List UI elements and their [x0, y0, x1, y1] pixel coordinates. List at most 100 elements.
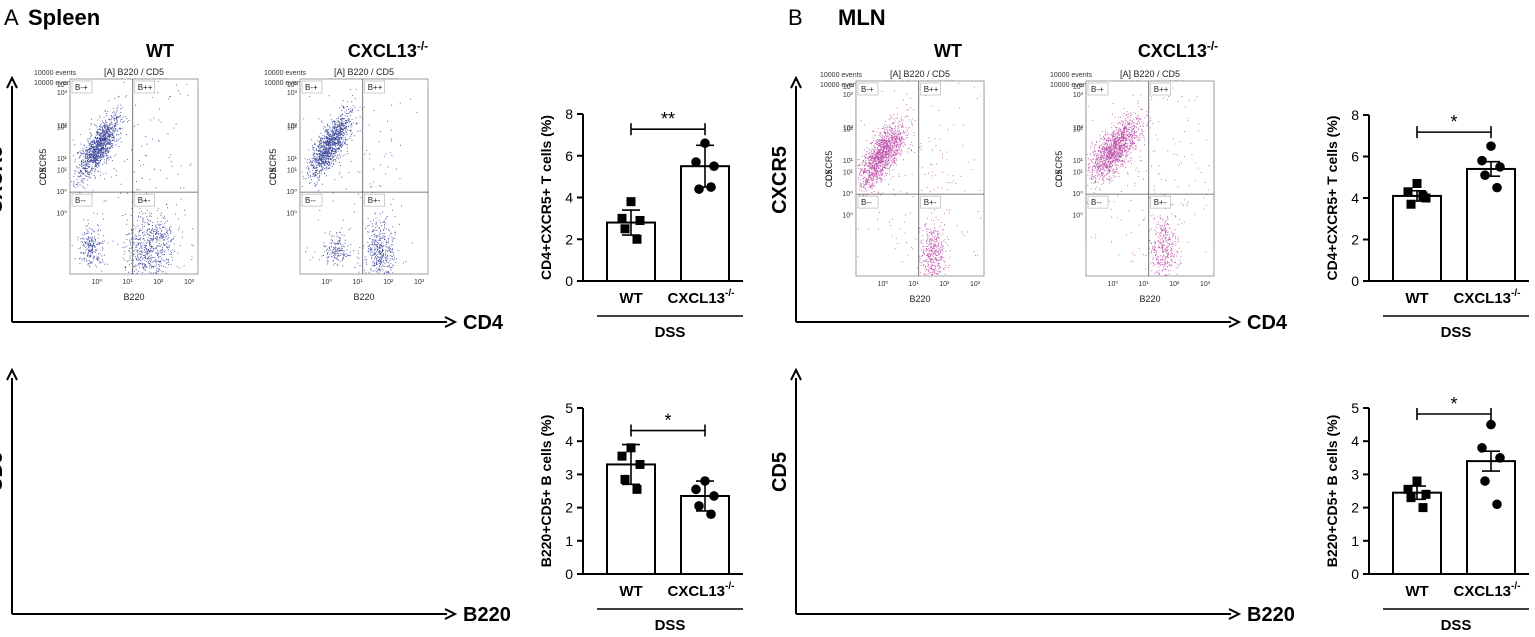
bar-ko	[1466, 460, 1516, 575]
bar-category-label: CXCL13-/-	[1454, 288, 1521, 307]
quadrant-label: B+-	[924, 198, 937, 207]
x-tick-label: 10³	[1200, 281, 1211, 288]
big-x-axis-arrow	[1228, 316, 1242, 328]
bar-y-tick-label: 0	[1351, 273, 1359, 289]
bar-category-label: WT	[1405, 583, 1428, 600]
y-tick-label: 10²	[1073, 125, 1084, 132]
x-tick-label: 10⁰	[322, 278, 333, 286]
label-main: WT	[619, 290, 642, 307]
column-label-ko: CXCL13-/-	[1138, 39, 1218, 61]
data-point-square	[617, 213, 627, 223]
y-tick-label: 10³	[287, 90, 298, 97]
quadrant-label: B++	[1154, 85, 1169, 94]
data-point-circle	[1492, 182, 1502, 193]
y-tick-label: 10²	[287, 125, 298, 132]
y-tick-label: 10¹	[287, 156, 298, 163]
data-point-square	[626, 443, 636, 453]
significance-stars: *	[1450, 112, 1457, 132]
bar-y-tick-label: 2	[1351, 500, 1359, 516]
label-superscript: -/-	[417, 39, 428, 53]
big-x-axis-label: CD4	[463, 312, 504, 334]
bar-category-label: CXCL13-/-	[668, 288, 735, 307]
flow-dots	[301, 88, 418, 274]
data-point-circle	[1492, 499, 1502, 510]
events-label: 10000 events	[264, 80, 307, 87]
x-tick-label: 10²	[153, 279, 164, 286]
x-tick-label: 10¹	[1139, 281, 1150, 288]
quadrant-label: B++	[924, 85, 939, 94]
events-label: 10000 events	[1050, 72, 1093, 79]
quadrant-label-box	[301, 193, 323, 207]
quadrant-label-box	[920, 82, 942, 96]
flow-plot-title: [A] B220 / CD5	[1120, 69, 1180, 79]
quadrant-label: B-+	[1091, 85, 1104, 94]
label-main: WT	[1405, 583, 1428, 600]
label-main: CXCL13	[668, 290, 726, 307]
big-y-axis-label: CXCR5	[769, 146, 791, 214]
y-tick-label: 10²	[287, 123, 298, 130]
bar-y-tick-label: 5	[1351, 400, 1359, 416]
y-tick-label: 10⁰	[1072, 212, 1083, 220]
flow-y-label: CXCR5	[38, 149, 48, 180]
flow-plot-wt-bottom: 10000 events [A] B220 / CD5 B-+ B++ B-- B+- 10…	[34, 67, 199, 302]
bar-y-tick-label: 6	[565, 148, 573, 164]
label-main: WT	[1405, 290, 1428, 307]
quadrant-label-box	[1087, 82, 1109, 96]
flow-y-label: CD5	[1054, 169, 1064, 187]
label-superscript: -/-	[1511, 288, 1520, 299]
bar-category-label: CXCL13-/-	[1454, 581, 1521, 600]
x-tick-label: 10⁰	[878, 280, 889, 288]
y-tick-label: 10¹	[57, 168, 68, 175]
y-tick-label: 10²	[843, 125, 854, 132]
data-point-circle	[700, 476, 710, 486]
bar-y-tick-label: 0	[565, 273, 573, 289]
bar-y-tick-label: 3	[565, 466, 573, 482]
data-point-square	[635, 215, 645, 225]
bar-y-axis-label: B220+CD5+ B cells (%)	[1324, 415, 1340, 568]
data-point-square	[632, 234, 642, 244]
x-tick-label: 10³	[184, 279, 195, 286]
flow-dots	[1086, 87, 1210, 276]
data-point-circle	[691, 157, 701, 167]
big-x-axis-arrow	[1228, 608, 1242, 620]
data-point-circle	[709, 161, 719, 171]
data-point-square	[1403, 187, 1413, 197]
quadrant-label: B--	[75, 196, 86, 205]
data-point-circle	[691, 484, 701, 495]
data-point-circle	[1477, 155, 1487, 166]
panel-letter: A	[4, 5, 19, 30]
bar-y-tick-label: 1	[1351, 533, 1359, 549]
group-label: DSS	[655, 324, 686, 341]
panel-letter: B	[788, 5, 803, 30]
flow-plot-title: [A] B220 / CD5	[334, 67, 394, 77]
bar-y-tick-label: 4	[1351, 433, 1359, 449]
bar-chart-B-tfh: 0 2 4 6 8 CD4+CXCR5+ T cells (%) WT CXCL13-/- DS…	[1324, 107, 1529, 341]
data-point-square	[1403, 484, 1413, 494]
big-x-axis-arrow	[444, 316, 458, 328]
big-y-axis-arrow	[6, 75, 18, 89]
label-superscript: -/-	[1207, 39, 1218, 53]
big-y-axis-label: CD5	[0, 452, 7, 492]
data-point-circle	[1495, 162, 1505, 172]
significance-stars: **	[661, 109, 675, 129]
big-y-axis-label: CXCR5	[0, 146, 7, 214]
y-tick-label: 10³	[1073, 92, 1084, 99]
x-tick-label: 10²	[1169, 281, 1180, 288]
column-label-wt: WT	[146, 41, 174, 61]
quadrant-label: B++	[368, 83, 383, 92]
events-label: 10000 events	[820, 72, 863, 79]
data-point-circle	[1480, 170, 1490, 180]
y-tick-label: 10⁰	[842, 190, 853, 198]
panel-title: MLN	[838, 5, 886, 30]
y-tick-label: 10³	[1073, 84, 1084, 91]
flow-x-label: B220	[1139, 294, 1160, 304]
bar-y-tick-label: 5	[565, 400, 573, 416]
quadrant-label-box	[71, 80, 93, 94]
data-point-circle	[1486, 141, 1496, 151]
data-point-circle	[694, 501, 704, 511]
label-main: CXCL13	[668, 583, 726, 600]
flow-y-label: CD5	[38, 167, 48, 185]
flow-events	[301, 88, 418, 274]
bar-y-tick-label: 3	[1351, 466, 1359, 482]
bar-category-label: WT	[1405, 290, 1428, 307]
